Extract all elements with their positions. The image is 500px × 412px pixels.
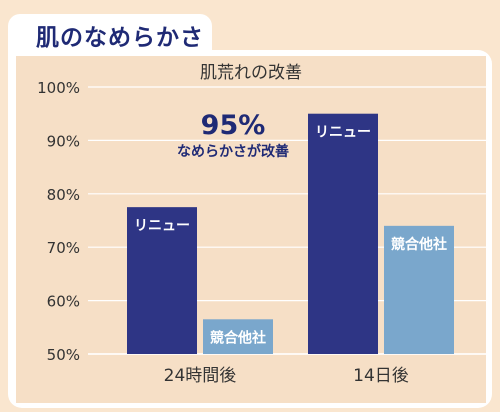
annotation-value: 95% (201, 110, 266, 141)
y-tick-label: 90% (47, 132, 80, 150)
bar (308, 113, 378, 354)
y-tick-label: 50% (47, 346, 80, 364)
bar-label: リニュー (315, 125, 371, 141)
y-tick-label: 100% (37, 79, 80, 97)
bar-label: リニュー (134, 218, 190, 234)
bar-label: 競合他社 (391, 236, 447, 253)
page-title: 肌のなめらかさ (36, 25, 204, 51)
x-tick-label: 24時間後 (164, 366, 237, 386)
y-tick-label: 80% (47, 186, 80, 204)
bar-label: 競合他社 (210, 329, 266, 346)
x-tick-label: 14日後 (353, 366, 409, 386)
bar (384, 225, 454, 354)
y-tick-label: 70% (47, 239, 80, 257)
chart-title: 肌荒れの改善 (200, 63, 302, 83)
annotation-text: なめらかさが改善 (177, 143, 289, 160)
bar (203, 319, 273, 354)
y-tick-label: 60% (47, 293, 80, 311)
bar (127, 207, 197, 354)
